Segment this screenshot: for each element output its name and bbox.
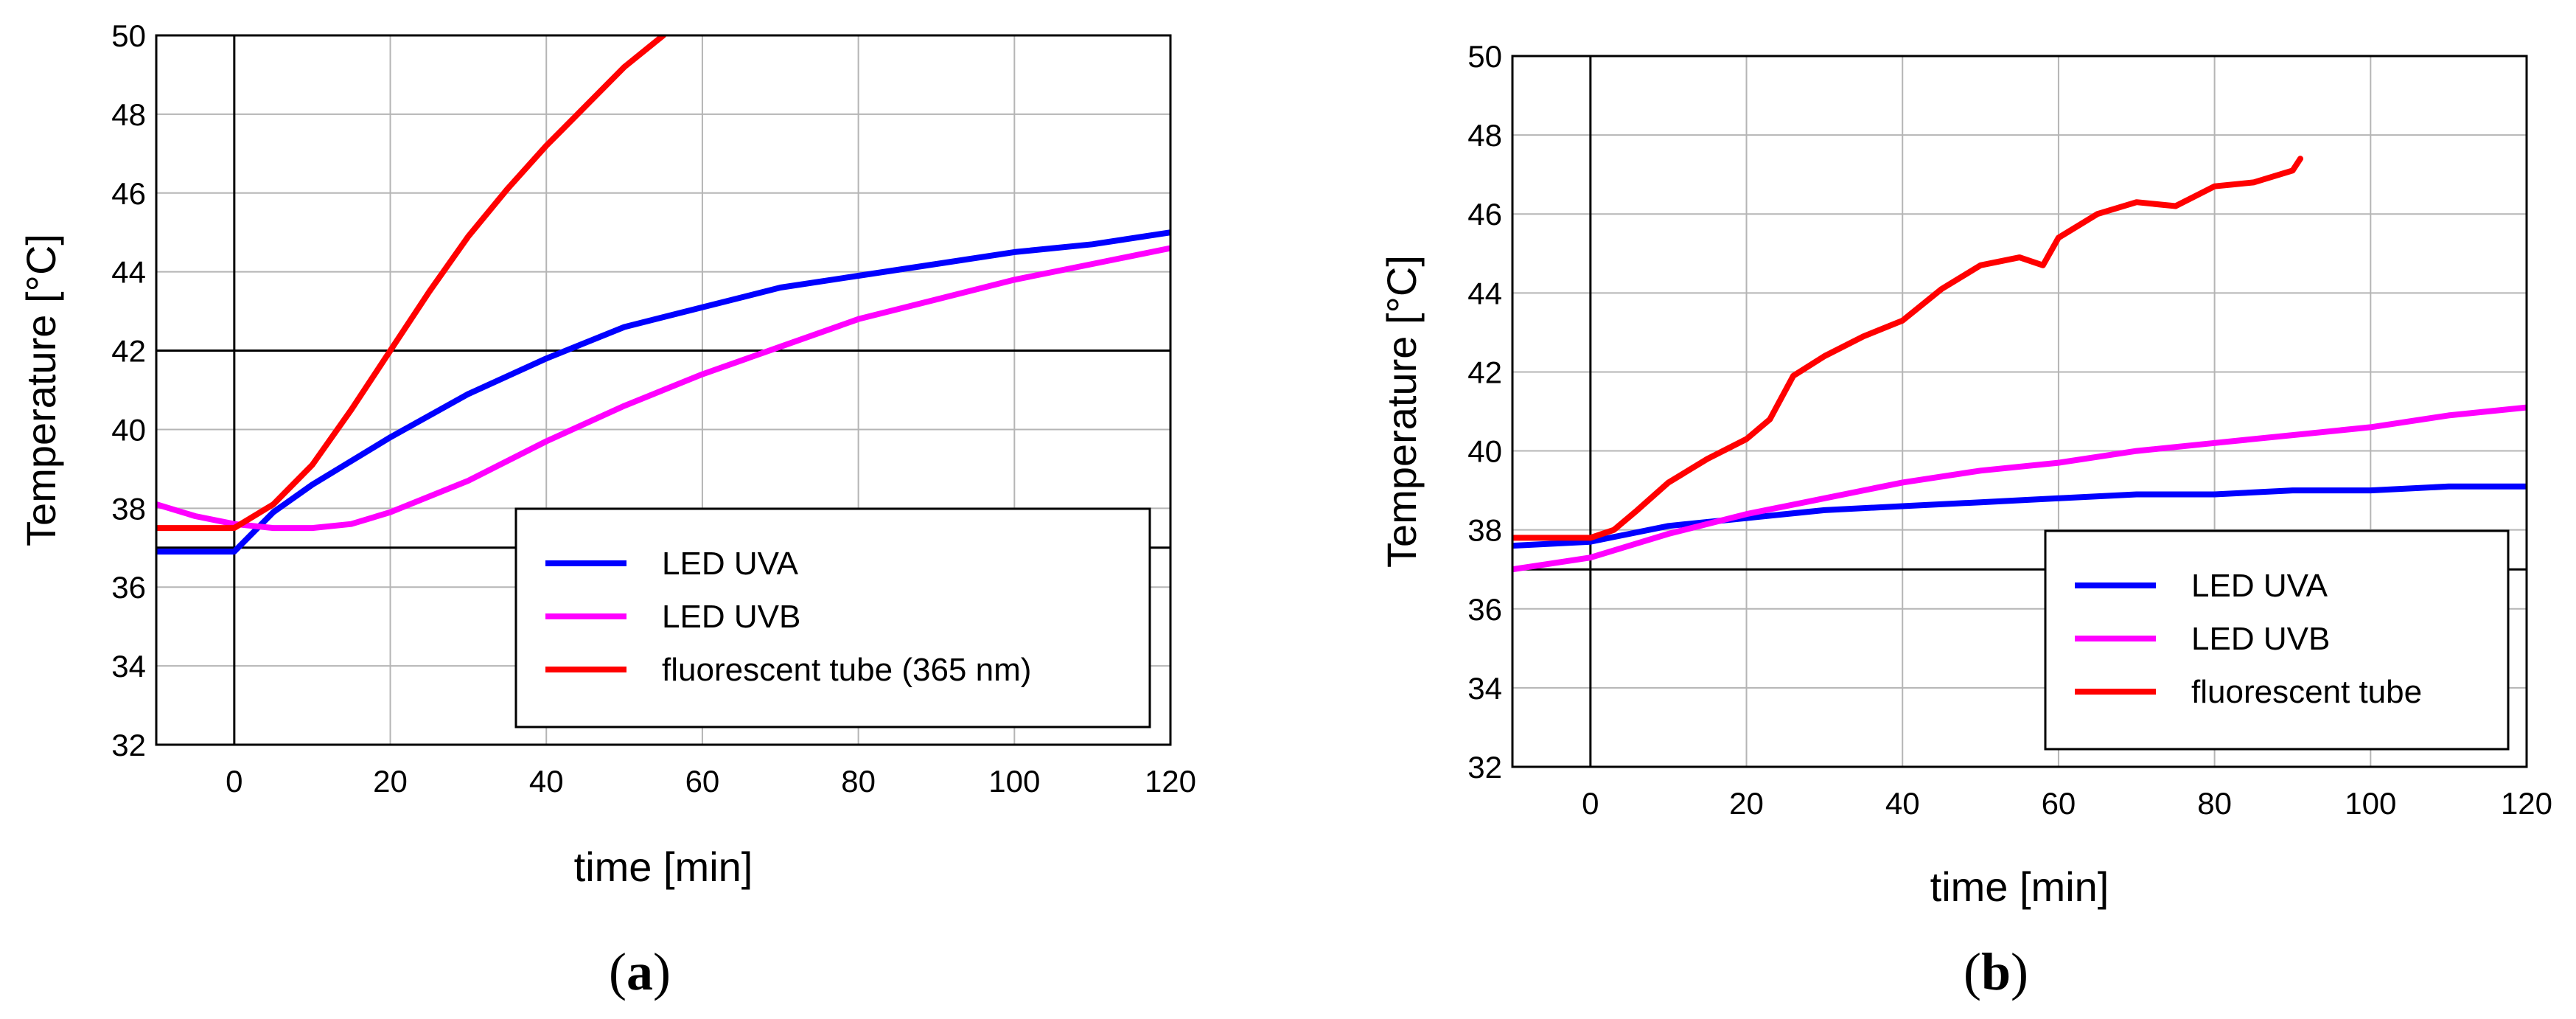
panel-a-legend-label-tube: fluorescent tube (365 nm) <box>662 652 1031 688</box>
panel-b-legend-label-uvb: LED UVB <box>2191 621 2330 657</box>
x-tick-label: 60 <box>2042 786 2076 821</box>
panel-b-y-axis-title: Temperature [°C] <box>1378 255 1425 568</box>
panel-a-x-tick-labels: 0 20 40 60 80 100 120 <box>226 764 1196 799</box>
series-line-led-uvb <box>156 245 1170 532</box>
panel-b-x-tick-labels: 0 20 40 60 80 100 120 <box>1582 786 2552 821</box>
x-tick-label: 100 <box>2345 786 2396 821</box>
panel-a-label: (a) <box>609 942 671 1001</box>
series-line-fluorescent-tube <box>1512 156 2303 541</box>
panel-a-x-axis-title: time [min] <box>574 844 753 890</box>
panel-b-label: (b) <box>1964 942 2028 1001</box>
panel-a: 32 34 36 38 40 42 44 46 48 50 0 20 40 60 80 100 120 tim… <box>18 18 1196 1001</box>
y-tick-label: 50 <box>111 18 146 53</box>
panel-b-x-axis-title: time [min] <box>1930 863 2109 910</box>
x-tick-label: 20 <box>1729 786 1764 821</box>
panel-a-label-letter: a <box>626 942 653 1001</box>
panel-b-plot-frame <box>1511 55 2528 768</box>
y-tick-label: 44 <box>1467 276 1502 310</box>
x-tick-label: 120 <box>2501 786 2552 821</box>
y-tick-label: 46 <box>111 176 146 211</box>
x-tick-label: 20 <box>373 764 408 799</box>
panel-a-legend: LED UVA LED UVB fluorescent tube (365 nm… <box>514 507 1151 728</box>
y-tick-label: 42 <box>1467 355 1502 389</box>
y-tick-label: 38 <box>1467 513 1502 548</box>
panel-a-y-axis-title: Temperature [°C] <box>18 234 64 546</box>
panel-b-label-letter: b <box>1981 942 2011 1001</box>
panel-b-legend-label-tube: fluorescent tube <box>2191 674 2422 710</box>
x-tick-label: 60 <box>685 764 720 799</box>
series-line-fluorescent-tube <box>156 35 666 532</box>
panel-b-y-tick-labels: 32 34 36 38 40 42 44 46 48 50 <box>1467 39 1502 785</box>
series-line-led-uvb <box>1512 404 2527 573</box>
y-tick-label: 50 <box>1467 39 1502 74</box>
x-tick-label: 100 <box>988 764 1040 799</box>
x-tick-label: 0 <box>226 764 242 799</box>
series-line-led-uva <box>1512 483 2527 549</box>
y-tick-label: 38 <box>111 491 146 526</box>
y-tick-label: 34 <box>1467 671 1502 706</box>
x-tick-label: 0 <box>1582 786 1599 821</box>
x-tick-label: 120 <box>1145 764 1196 799</box>
panel-a-y-tick-labels: 32 34 36 38 40 42 44 46 48 50 <box>111 18 146 762</box>
x-tick-label: 80 <box>841 764 876 799</box>
panel-a-legend-label-uva: LED UVA <box>662 546 799 582</box>
panel-b: 32 34 36 38 40 42 44 46 48 50 0 20 40 60 80 100 120 tim… <box>1378 39 2552 1001</box>
panel-a-plot-frame <box>155 34 1172 746</box>
y-tick-label: 48 <box>1467 118 1502 153</box>
x-tick-label: 80 <box>2197 786 2232 821</box>
series-line-led-uva <box>156 229 1170 555</box>
y-tick-label: 36 <box>1467 592 1502 627</box>
y-tick-label: 42 <box>111 334 146 369</box>
panel-a-legend-label-uvb: LED UVB <box>662 599 800 635</box>
y-tick-label: 32 <box>1467 750 1502 785</box>
y-tick-label: 32 <box>111 728 146 762</box>
panel-b-series <box>1512 156 2527 573</box>
y-tick-label: 44 <box>111 255 146 290</box>
y-tick-label: 46 <box>1467 197 1502 232</box>
panel-b-legend: LED UVA LED UVB fluorescent tube <box>2044 529 2510 751</box>
x-tick-label: 40 <box>1885 786 1920 821</box>
y-tick-label: 40 <box>1467 434 1502 469</box>
y-tick-label: 36 <box>111 570 146 605</box>
y-tick-label: 40 <box>111 412 146 447</box>
y-tick-label: 48 <box>111 97 146 132</box>
panel-b-legend-label-uva: LED UVA <box>2191 568 2328 604</box>
y-tick-label: 34 <box>111 649 146 684</box>
panel-a-series <box>156 35 1170 555</box>
x-tick-label: 40 <box>529 764 564 799</box>
